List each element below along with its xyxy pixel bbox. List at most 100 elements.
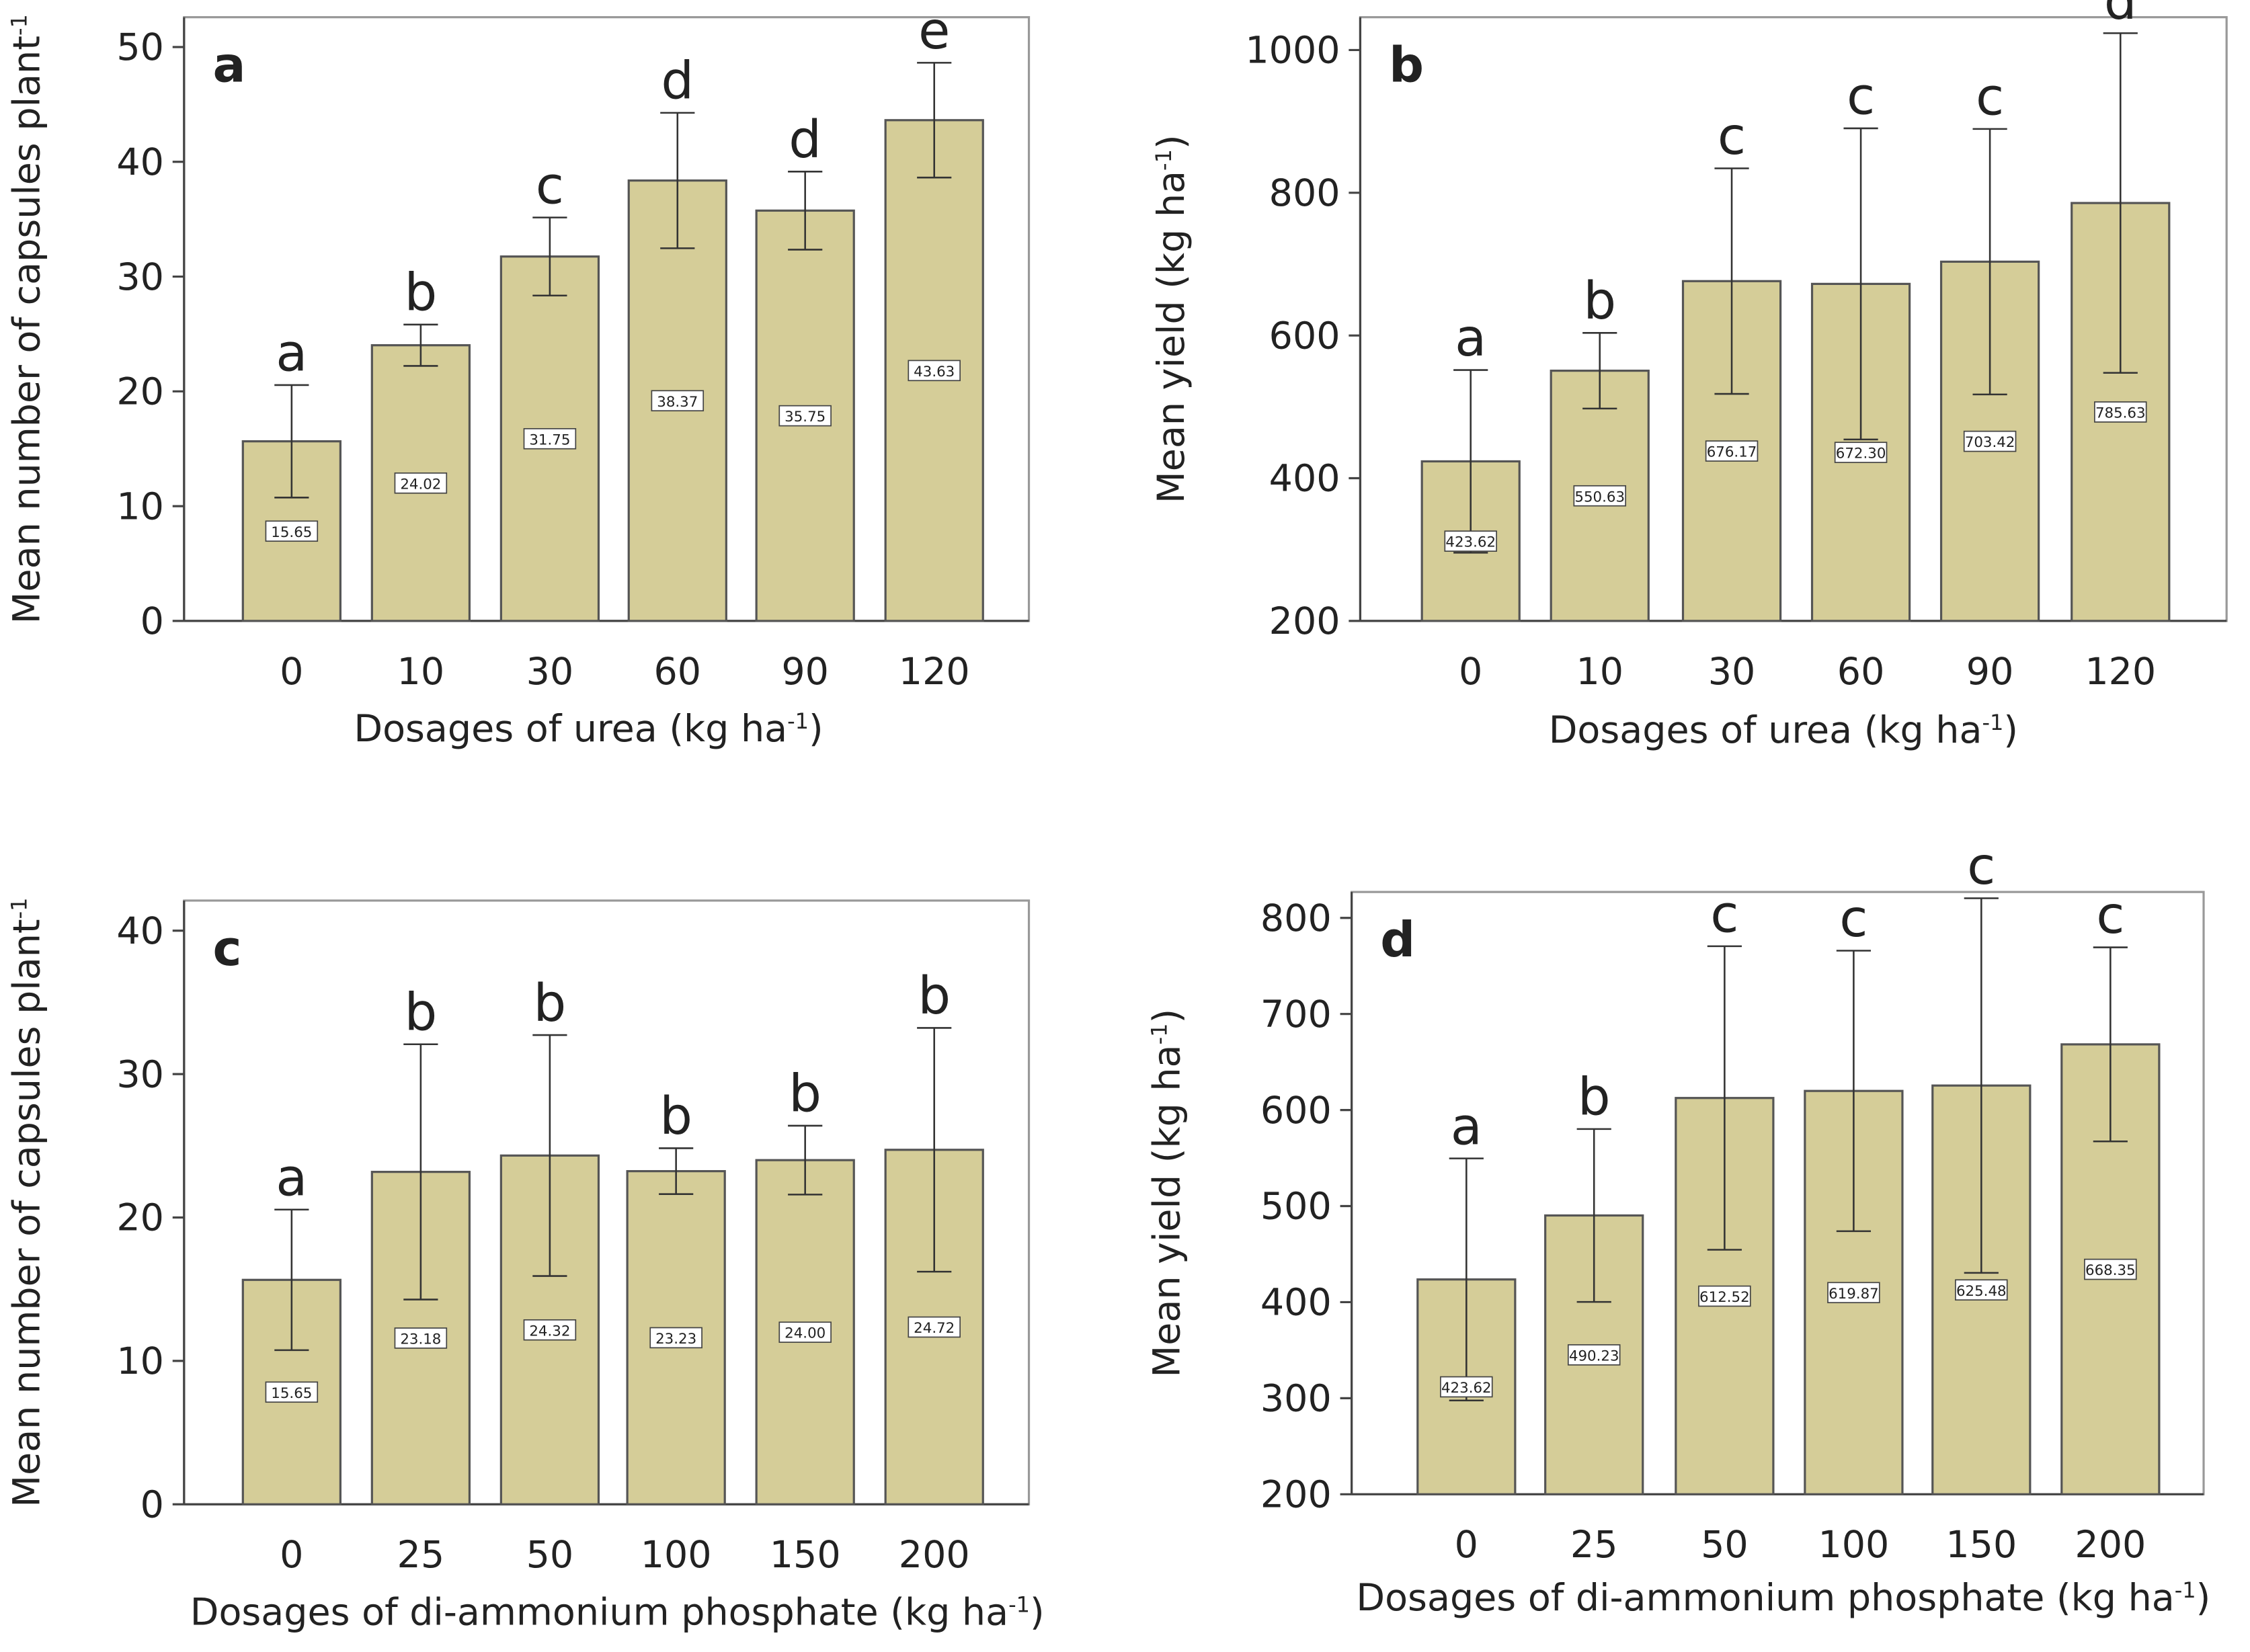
- error-bar: [532, 216, 567, 297]
- value-label-box: [1827, 1282, 1880, 1304]
- axis-label-part: -1: [1151, 149, 1176, 171]
- error-bar: [1964, 897, 1999, 1274]
- error-bar: [917, 62, 952, 179]
- y-axis-label: Mean number of capsules plant-1: [5, 14, 48, 624]
- axis-label-part: -1: [787, 708, 809, 734]
- group-letter: a: [1451, 1097, 1482, 1157]
- axis-label-part: -1: [1982, 710, 2003, 735]
- y-tick-label: 500: [1260, 1186, 1332, 1229]
- x-tick-label: 10: [397, 651, 445, 694]
- y-tick-label: 400: [1269, 458, 1340, 501]
- y-tick-label: 1000: [1245, 30, 1340, 73]
- value-label-box: [1698, 1285, 1751, 1307]
- y-tick-label: 400: [1260, 1282, 1332, 1325]
- axis-label-part: -1: [1008, 1592, 1030, 1617]
- x-tick-label: 90: [1966, 651, 2014, 694]
- error-bar: [1972, 128, 2007, 396]
- group-letter: b: [534, 974, 567, 1034]
- x-tick-label: 25: [1570, 1524, 1618, 1567]
- group-letter: c: [1976, 68, 2004, 128]
- x-axis-label: Dosages of urea (kg ha-1): [1549, 709, 2018, 752]
- x-tick-label: 120: [899, 651, 970, 694]
- value-label-box: [651, 390, 705, 412]
- x-tick-label: 120: [2085, 651, 2156, 694]
- value-label: 672.30: [1836, 446, 1886, 462]
- group-letter: b: [918, 966, 951, 1026]
- axis-label-part: Mean yield (kg ha: [1150, 171, 1193, 503]
- group-letter: c: [536, 156, 564, 216]
- y-tick-label: 40: [116, 141, 164, 184]
- group-letter: b: [1583, 272, 1616, 331]
- value-label-box: [1444, 530, 1497, 552]
- group-letter: a: [1455, 308, 1486, 368]
- value-label-box: [265, 520, 319, 542]
- value-label: 15.65: [271, 1385, 312, 1402]
- axis-label-part: Mean number of capsules plant: [5, 919, 48, 1507]
- axis-label-part: -1: [6, 897, 32, 919]
- axis-label-part: ): [809, 708, 823, 751]
- value-label-box: [523, 1319, 577, 1341]
- axis-label-part: ): [2196, 1577, 2211, 1620]
- axis-label-part: Dosages of di-ammonium phosphate (kg ha: [190, 1591, 1008, 1634]
- value-label-box: [649, 1327, 702, 1349]
- group-letter: b: [404, 983, 437, 1042]
- error-bar: [1582, 332, 1617, 410]
- y-tick-label: 200: [1260, 1473, 1332, 1516]
- group-letter: b: [404, 263, 437, 323]
- value-label: 668.35: [2085, 1262, 2136, 1279]
- value-label: 550.63: [1574, 489, 1625, 505]
- x-tick-label: 0: [1459, 651, 1482, 694]
- y-tick-label: 800: [1269, 172, 1340, 215]
- value-label-box: [908, 360, 961, 382]
- error-bar: [1453, 369, 1488, 554]
- x-tick-label: 100: [641, 1534, 712, 1577]
- axis-label-part: -1: [6, 14, 32, 36]
- y-tick-label: 600: [1269, 315, 1340, 358]
- bar: [627, 179, 727, 622]
- group-letter: c: [1967, 837, 1995, 897]
- value-label: 38.37: [657, 394, 698, 411]
- group-letter: a: [276, 324, 307, 384]
- value-label: 24.32: [529, 1323, 570, 1339]
- error-bar: [403, 323, 438, 367]
- y-tick-label: 10: [116, 1340, 164, 1383]
- group-letter: c: [2096, 886, 2124, 946]
- x-tick-label: 50: [1701, 1524, 1749, 1567]
- x-tick-label: 0: [280, 1534, 303, 1577]
- y-tick-label: 800: [1260, 897, 1332, 940]
- axis-label-part: ): [1146, 1009, 1189, 1024]
- y-tick-label: 20: [116, 1197, 164, 1240]
- error-bar: [274, 384, 309, 499]
- value-label: 15.65: [271, 524, 312, 541]
- value-label-box: [778, 405, 832, 427]
- x-tick-label: 10: [1576, 651, 1623, 694]
- value-label: 423.62: [1441, 1380, 1492, 1397]
- group-letter: a: [276, 1148, 307, 1208]
- error-bar: [659, 1147, 694, 1195]
- error-bar: [788, 1124, 823, 1196]
- axis-label-part: ): [1150, 134, 1193, 149]
- axis-label-part: Mean yield (kg ha: [1146, 1044, 1189, 1377]
- group-letter: b: [1578, 1068, 1611, 1128]
- y-tick-label: 50: [116, 26, 164, 69]
- value-label-box: [1705, 440, 1759, 462]
- value-label: 423.62: [1445, 534, 1496, 551]
- group-letter: b: [789, 1065, 821, 1124]
- y-tick-label: 20: [116, 371, 164, 414]
- x-tick-label: 200: [2075, 1524, 2146, 1567]
- value-label-box: [1834, 442, 1888, 463]
- x-tick-label: 30: [526, 651, 574, 694]
- value-label: 35.75: [785, 409, 826, 425]
- x-tick-label: 150: [1945, 1524, 2017, 1567]
- value-label: 490.23: [1569, 1348, 1619, 1364]
- axis-label-part: -1: [2175, 1577, 2196, 1603]
- value-label: 24.02: [400, 476, 441, 493]
- y-tick-label: 40: [116, 910, 164, 953]
- y-axis-label: Mean yield (kg ha-1): [1146, 1009, 1189, 1378]
- group-letter: c: [1718, 107, 1746, 167]
- panel-label: c: [212, 921, 241, 977]
- y-tick-label: 300: [1260, 1378, 1332, 1421]
- x-tick-label: 50: [526, 1534, 574, 1577]
- error-bar: [1843, 127, 1878, 441]
